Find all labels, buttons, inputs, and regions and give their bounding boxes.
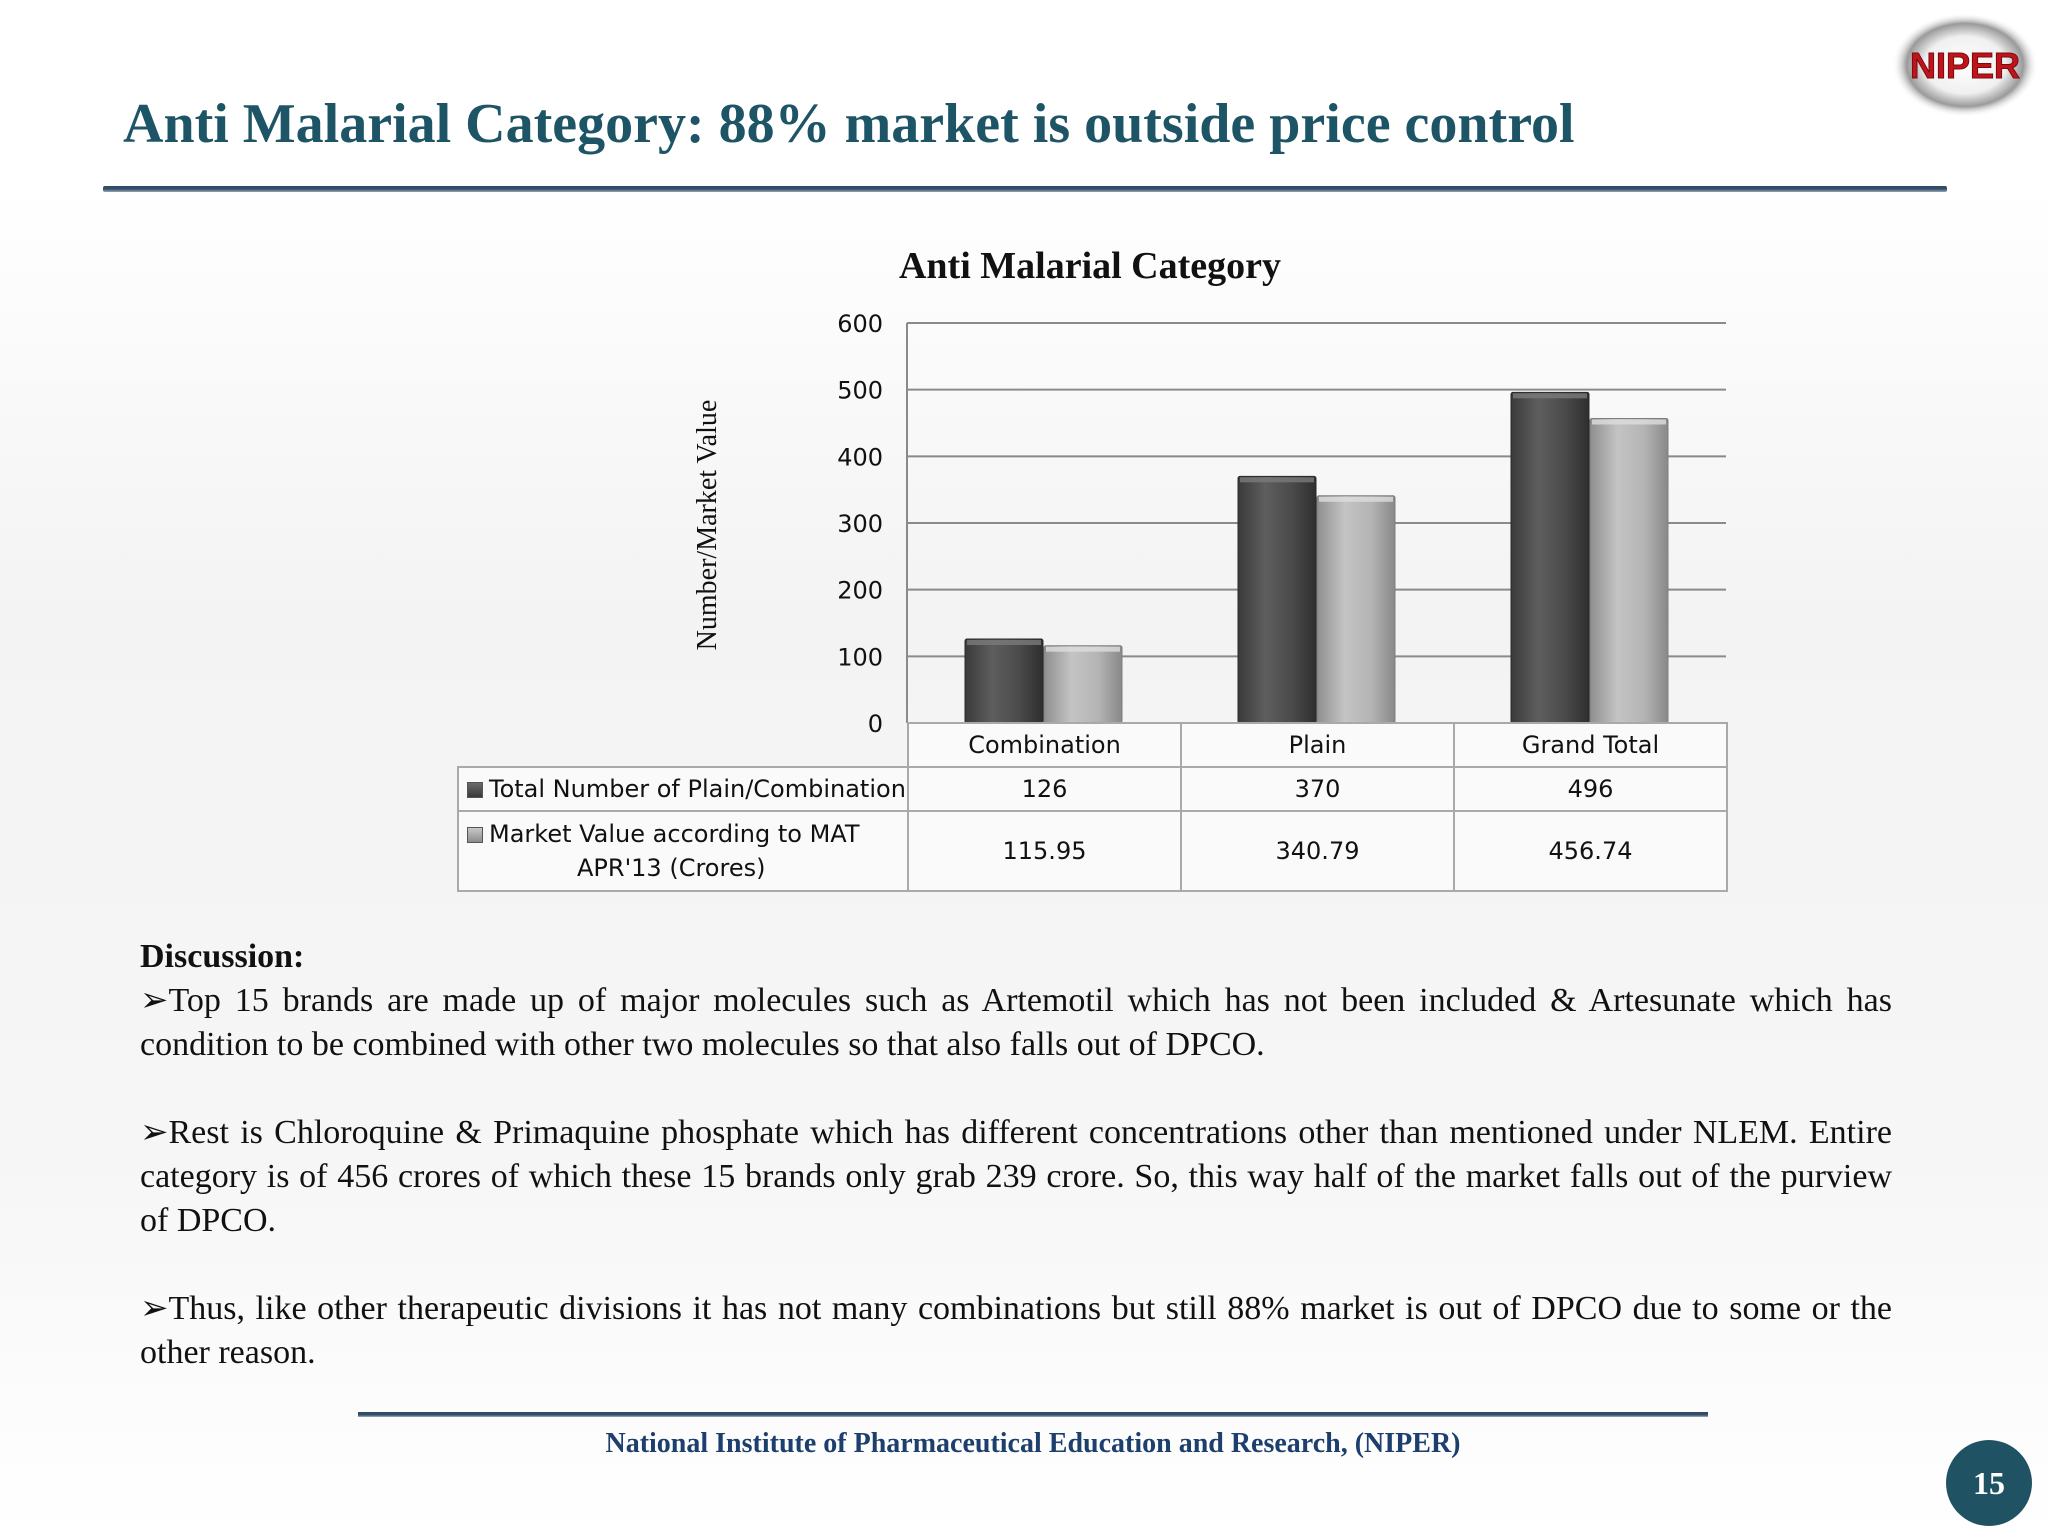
chart: Anti Malarial Category Number/Market Val…	[457, 245, 1728, 892]
category-label: Plain	[1180, 722, 1455, 768]
page-number-badge: 15	[1946, 1440, 2032, 1526]
legend-series-2: Market Value according to MAT APR'13 (Cro…	[457, 810, 909, 892]
table-corner	[458, 723, 909, 768]
bar-highlight	[1592, 419, 1666, 425]
series-2-name-line1: Market Value according to MAT	[489, 820, 860, 848]
discussion-point: ➢Rest is Chloroquine & Primaquine phosph…	[140, 1114, 1892, 1239]
legend-key-light	[467, 827, 483, 843]
bar-market-value	[1316, 495, 1396, 724]
series-2-name-line2: APR'13 (Crores)	[577, 854, 766, 882]
footer-divider	[358, 1412, 1708, 1417]
bar-market-value	[1589, 418, 1669, 724]
y-tick-label: 400	[837, 443, 883, 471]
discussion-point: ➢Thus, like other therapeutic divisions …	[140, 1290, 1892, 1371]
y-tick-label: 300	[837, 510, 883, 538]
series-1-name: Total Number of Plain/Combination	[489, 775, 906, 803]
bar-highlight	[1240, 477, 1314, 483]
title-divider	[103, 186, 1947, 192]
y-tick-label: 500	[837, 377, 883, 405]
bar-total-number	[964, 638, 1044, 724]
y-tick-label: 200	[837, 577, 883, 605]
data-label: 115.95	[907, 810, 1182, 892]
chart-data-table: Combination Plain Grand Total Total Numb…	[457, 722, 1728, 892]
legend-key-dark	[467, 782, 483, 798]
y-tick-label: 100	[837, 643, 883, 671]
bar-highlight	[1046, 646, 1120, 652]
discussion-heading: Discussion:	[140, 938, 305, 975]
niper-logo: NIPER	[1892, 13, 2038, 117]
data-label: 496	[1453, 766, 1728, 812]
bar-highlight	[1513, 393, 1587, 399]
footer-text: National Institute of Pharmaceutical Edu…	[605, 1428, 1461, 1459]
discussion-section: Discussion: ➢Top 15 brands are made up o…	[140, 935, 1892, 1375]
category-label: Grand Total	[1453, 722, 1728, 768]
legend-series-1: Total Number of Plain/Combination	[457, 766, 909, 812]
bar-total-number	[1510, 391, 1590, 724]
logo-text: NIPER	[1910, 45, 2020, 86]
bar-total-number	[1237, 475, 1317, 724]
data-label: 456.74	[1453, 810, 1728, 892]
discussion-point: ➢Top 15 brands are made up of major mole…	[140, 982, 1892, 1063]
slide-title: Anti Malarial Category: 88% market is ou…	[123, 93, 1575, 155]
data-label: 370	[1180, 766, 1455, 812]
bar-market-value	[1043, 645, 1123, 724]
category-label: Combination	[907, 722, 1182, 768]
y-tick-label: 600	[837, 310, 883, 338]
chart-title: Anti Malarial Category	[898, 245, 1282, 287]
data-label: 340.79	[1180, 810, 1455, 892]
bar-highlight	[967, 640, 1041, 645]
data-label: 126	[907, 766, 1182, 812]
bar-highlight	[1319, 496, 1393, 502]
